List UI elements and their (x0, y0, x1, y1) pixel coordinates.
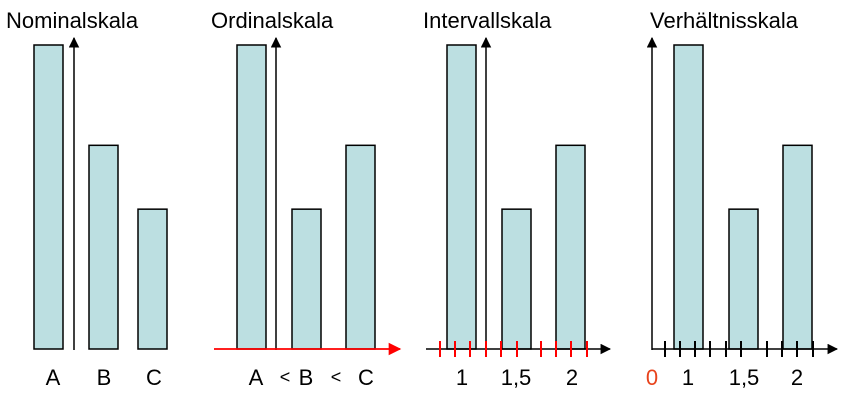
order-symbol: < (331, 367, 342, 387)
bar (88, 144, 119, 350)
axis-label: 1 (456, 365, 468, 390)
axis-label: C (358, 365, 374, 390)
axis-label: A (249, 365, 264, 390)
bar (345, 144, 376, 350)
bars-interval (446, 44, 586, 350)
axis-label: B (97, 365, 112, 390)
panel-ratio: Verhältnisskala 0 1 1,5 2 (646, 8, 839, 390)
bar (501, 208, 532, 350)
axis-label: 2 (566, 365, 578, 390)
bar (782, 144, 813, 350)
panel-title-interval: Intervallskala (423, 8, 552, 33)
bar (291, 208, 322, 350)
axis-label: 1,5 (501, 365, 532, 390)
bars-nominal (33, 44, 168, 350)
x-axis-ticks (439, 341, 588, 357)
order-symbol: < (280, 367, 291, 387)
x-axis-ticks (664, 341, 814, 357)
axis-label: 2 (791, 365, 803, 390)
bar (555, 144, 586, 350)
axis-label: 1,5 (729, 365, 760, 390)
axis-label: A (46, 365, 61, 390)
bars-ordinal (236, 44, 376, 350)
axis-label: B (299, 365, 314, 390)
axis-label: C (146, 365, 162, 390)
panel-title-ordinal: Ordinalskala (211, 8, 334, 33)
bar (673, 44, 704, 350)
bars-ratio (673, 44, 813, 350)
panel-nominal: Nominalskala A B C (6, 8, 168, 390)
panel-title-ratio: Verhältnisskala (650, 8, 799, 33)
bar (728, 208, 759, 350)
bar (137, 208, 168, 350)
panel-ordinal: Ordinalskala A < B < C (211, 8, 402, 390)
panel-title-nominal: Nominalskala (6, 8, 139, 33)
axis-label-zero: 0 (646, 365, 658, 390)
bar (446, 44, 477, 350)
bar (33, 44, 64, 350)
panel-interval: Intervallskala 1 1,5 2 (423, 8, 612, 390)
axis-label: 1 (682, 365, 694, 390)
bar (236, 44, 267, 350)
